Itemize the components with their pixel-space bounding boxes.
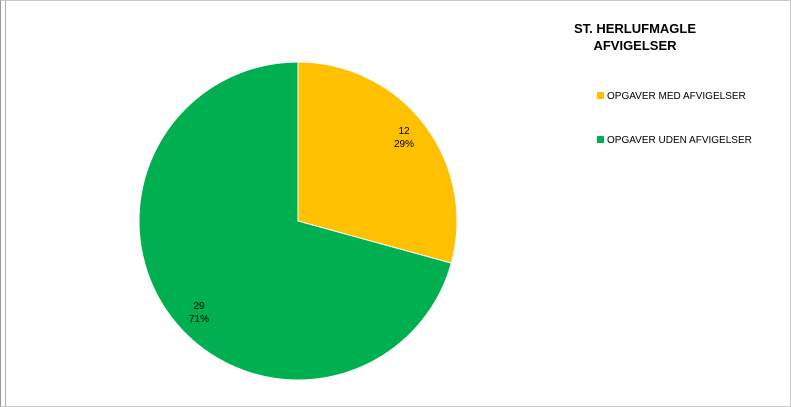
- data-label-value-0: 12: [398, 126, 410, 137]
- legend-label-uden-afvigelser: OPGAVER UDEN AFVIGELSER: [607, 135, 752, 146]
- chart-title: ST. HERLUFMAGLE AFVIGELSER: [560, 20, 710, 54]
- data-label-percent-0: 29%: [394, 139, 414, 150]
- data-label-value-1: 29: [193, 301, 205, 312]
- legend-label-med-afvigelser: OPGAVER MED AFVIGELSER: [607, 91, 746, 102]
- legend-item-med-afvigelser: OPGAVER MED AFVIGELSER: [597, 91, 746, 103]
- pie-slice-0: [297, 61, 458, 264]
- chart-title-line-2: AFVIGELSER: [593, 38, 677, 53]
- legend-swatch-med-afvigelser: [597, 92, 604, 99]
- legend-item-uden-afvigelser: OPGAVER UDEN AFVIGELSER: [597, 135, 752, 147]
- frame-edge-line: [5, 1, 6, 406]
- data-label-percent-1: 71%: [189, 314, 209, 325]
- pie-slice-1: [138, 61, 452, 381]
- chart-title-line-1: ST. HERLUFMAGLE: [573, 21, 697, 36]
- legend-swatch-uden-afvigelser: [597, 136, 604, 143]
